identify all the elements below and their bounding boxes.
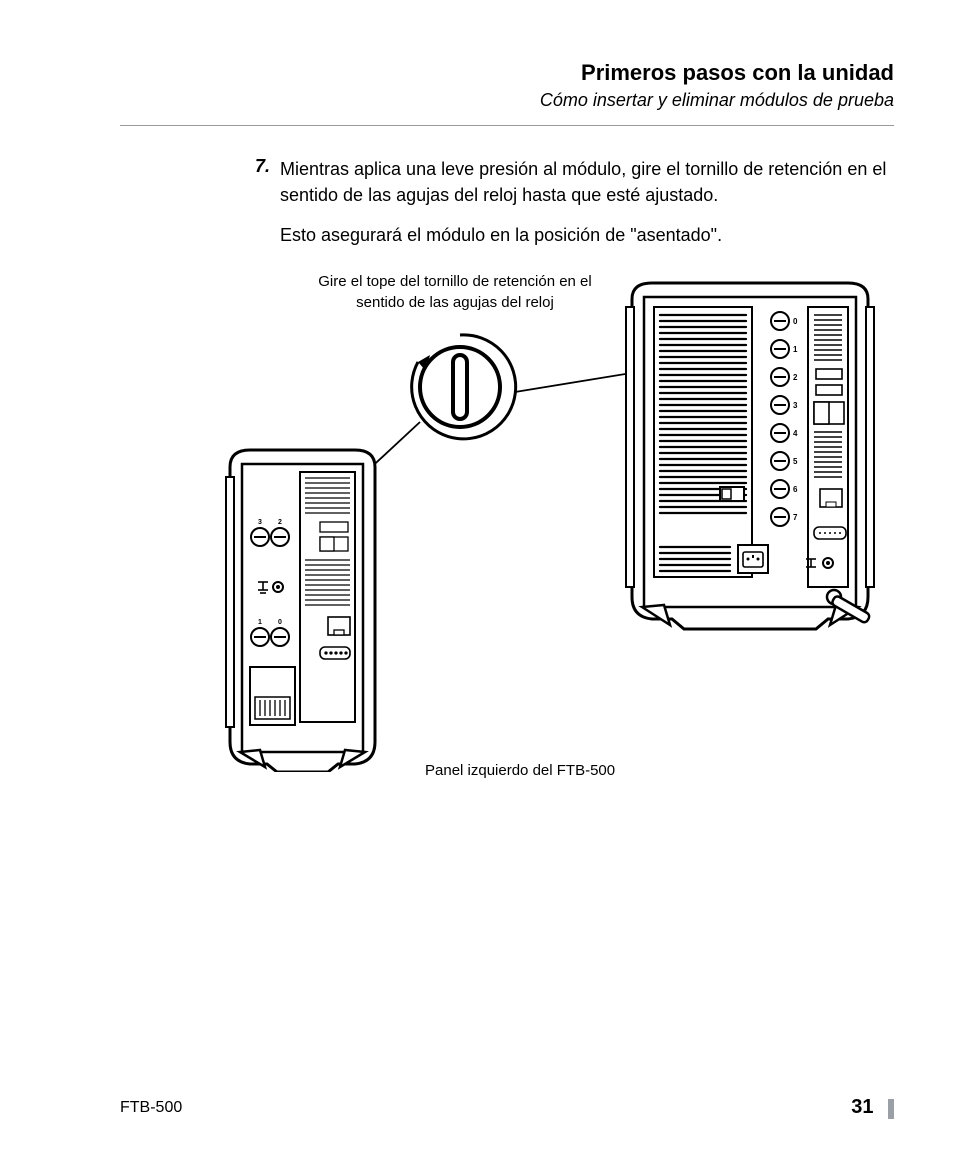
svg-text:2: 2 (278, 519, 282, 526)
svg-text:3: 3 (793, 401, 798, 410)
step-paragraph-2: Esto asegurará el módulo en la posición … (280, 222, 894, 248)
svg-text:3: 3 (258, 519, 262, 526)
page-number: 31 (851, 1096, 873, 1118)
svg-text:0: 0 (278, 619, 282, 626)
svg-text:7: 7 (793, 513, 798, 522)
svg-text:5: 5 (793, 457, 798, 466)
svg-text:1: 1 (793, 345, 798, 354)
page-accent-bar (888, 1099, 894, 1119)
svg-text:2: 2 (793, 373, 798, 382)
page-footer: FTB-500 31 (120, 1096, 894, 1119)
large-device-panel: 0 1 2 3 4 5 6 7 (620, 277, 880, 647)
header-subtitle: Cómo insertar y eliminar módulos de prue… (120, 90, 894, 111)
page-header: Primeros pasos con la unidad Cómo insert… (120, 60, 894, 111)
step-body: Mientras aplica una leve presión al módu… (280, 156, 894, 262)
footer-model: FTB-500 (120, 1099, 182, 1117)
diagram-area: Gire el tope del tornillo de retención e… (120, 272, 894, 832)
header-title: Primeros pasos con la unidad (120, 60, 894, 86)
svg-text:4: 4 (793, 429, 798, 438)
step-7: 7. Mientras aplica una leve presión al m… (250, 156, 894, 262)
step-number: 7. (250, 156, 280, 177)
svg-text:6: 6 (793, 485, 798, 494)
step-paragraph-1: Mientras aplica una leve presión al módu… (280, 156, 894, 208)
small-device-panel: 3 2 1 0 (220, 442, 385, 772)
page: Primeros pasos con la unidad Cómo insert… (0, 0, 954, 1159)
svg-text:0: 0 (793, 317, 798, 326)
svg-text:1: 1 (258, 619, 262, 626)
header-rule (120, 125, 894, 126)
panel-caption: Panel izquierdo del FTB-500 (425, 762, 615, 779)
